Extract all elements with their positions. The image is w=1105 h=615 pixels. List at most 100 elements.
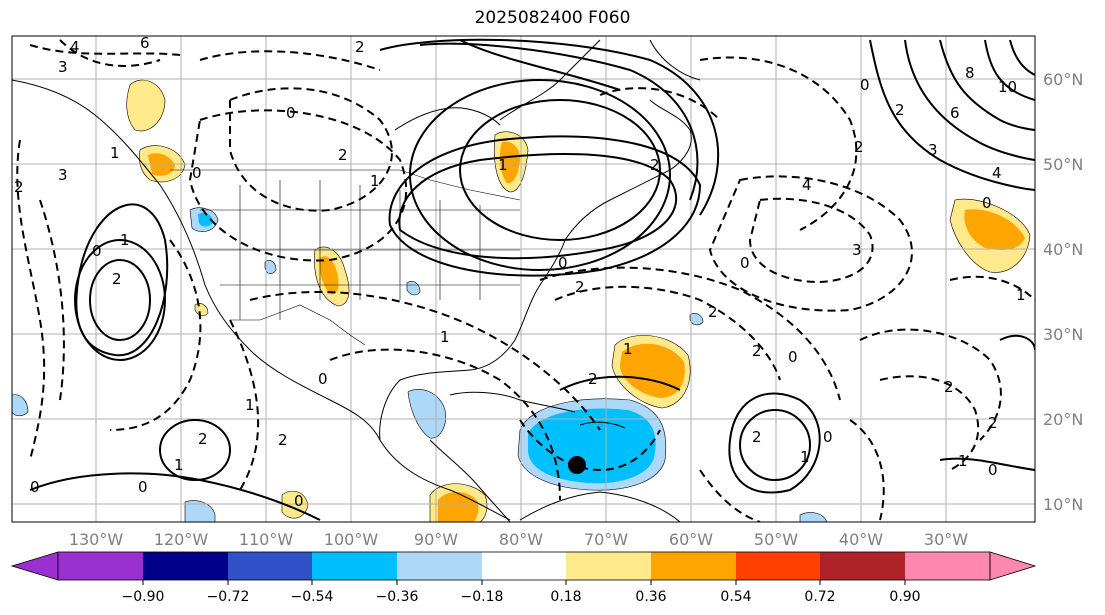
colorbar-tick-label: −0.90 [122, 589, 165, 605]
dashed-east-atlantic-3 [849, 419, 885, 521]
lat-label: 40°N [1043, 240, 1083, 259]
contour-label: 4 [992, 164, 1002, 182]
pacific-high-outer [75, 203, 169, 357]
contour-label: 0 [823, 428, 833, 446]
lat-label: 50°N [1043, 155, 1083, 174]
dashed-gulf [249, 291, 601, 431]
lat-label: 60°N [1043, 70, 1083, 89]
dashed-mid-atlantic-low-2 [748, 197, 874, 284]
dashed-labrador [599, 87, 721, 121]
colorbar-segment [905, 552, 990, 580]
lon-label: 60°W [669, 530, 713, 549]
contour-label: 1 [370, 172, 380, 190]
contour-label: 2 [112, 270, 122, 288]
northern-arc [419, 42, 699, 201]
ne-atlantic-2 [904, 39, 1035, 161]
dashed-west-pacific-2 [39, 199, 65, 401]
dashed-atlantic-2 [539, 266, 841, 401]
contour-label: 1 [800, 448, 810, 466]
colorbar: −0.90 −0.72 −0.54 −0.36 −0.18 0.18 0.36 … [10, 551, 1037, 605]
colorbar-segment [566, 552, 651, 580]
lon-label: 110°W [239, 530, 294, 549]
south-america-coast [519, 491, 681, 522]
atlantic-high-outer [728, 392, 821, 494]
lon-label: 120°W [154, 530, 209, 549]
labrador-coast [499, 39, 601, 121]
contour-label: 0 [294, 492, 304, 510]
dashed-far-east [949, 275, 1035, 301]
lon-label: 130°W [69, 530, 124, 549]
northern-arc-3 [459, 39, 621, 91]
colorbar-outline [57, 551, 991, 581]
northeast-high-contour-1 [459, 99, 661, 241]
contour-label: 0 [558, 254, 568, 272]
atlantic-high-inner [739, 409, 811, 481]
contour-label: 1 [174, 456, 184, 474]
contour-label: 2 [588, 370, 598, 388]
contour-label: 0 [982, 194, 992, 212]
contour-label: 8 [965, 64, 975, 82]
lat-label: 10°N [1043, 495, 1083, 514]
contour-label: 2 [752, 428, 762, 446]
dashed-atlantic [554, 285, 781, 381]
dashed-east-atlantic-2 [879, 375, 980, 471]
contour-label: 2 [650, 156, 660, 174]
contour-label: 3 [58, 58, 68, 76]
colorbar-segment [143, 552, 228, 580]
colorbar-tick-label: 0.72 [804, 589, 835, 605]
contour-label: 6 [950, 104, 960, 122]
great-basin-negative-core [198, 212, 213, 227]
dashed-south [699, 469, 761, 522]
colorbar-tick-label: −0.72 [207, 589, 250, 605]
dashed-mexico [229, 319, 260, 491]
ne-atlantic-4 [984, 39, 1035, 101]
contour-label: 3 [928, 141, 938, 159]
contour-label: 2 [338, 146, 348, 164]
hispaniola [579, 421, 626, 429]
colorbar-tick-label: 0.54 [720, 589, 751, 605]
lat-label: 30°N [1043, 325, 1083, 344]
colorbar-tick-label: −0.54 [291, 589, 334, 605]
dashed-canada-low-2 [188, 109, 408, 262]
hudson-coast [394, 107, 501, 131]
ne-atlantic-1 [869, 39, 1035, 191]
cuba [449, 391, 576, 413]
latitude-labels: 60°N 50°N 40°N 30°N 20°N 10°N [1043, 70, 1083, 514]
contour-labels: 4 6 3 2 0 2 1 3 2 0 2 1 0 1 2 0 2 1 2 0 … [14, 34, 1026, 510]
contour-label: 4 [802, 176, 812, 194]
colorbar-tick-label: −0.36 [376, 589, 419, 605]
colorbar-segment [228, 552, 312, 580]
contour-label: 0 [860, 76, 870, 94]
dashed-east-atlantic [859, 328, 1002, 441]
contour-label: 0 [92, 242, 102, 260]
alaska-positive [126, 79, 166, 132]
contour-label: 2 [355, 38, 365, 56]
contour-label: 1 [498, 156, 508, 174]
storm-center-dot [568, 456, 586, 474]
caribbean-line [559, 375, 681, 391]
pacific-south-negative [184, 500, 216, 522]
contour-label: 1 [958, 452, 968, 470]
contour-label: 3 [852, 241, 862, 259]
lon-label: 90°W [414, 530, 458, 549]
dashed-canada-low [229, 87, 393, 212]
contour-label: 2 [895, 101, 905, 119]
colorbar-segment [736, 552, 820, 580]
colorbar-tick-label: 0.36 [635, 589, 666, 605]
state-lines-h [200, 209, 520, 286]
map-frame [11, 35, 1036, 523]
pacific-coast [12, 79, 511, 521]
dashed-contours [16, 39, 1035, 522]
contour-label: 4 [70, 38, 80, 56]
contour-label: 2 [988, 414, 998, 432]
contour-label: 2 [708, 303, 718, 321]
northeast-high-contour-3 [398, 153, 677, 260]
lon-label: 50°W [754, 530, 798, 549]
borders [170, 169, 521, 346]
colorbar-over [989, 551, 1037, 581]
small-negative-3 [689, 313, 704, 326]
colorbar-segment [312, 552, 397, 580]
solid-contours [29, 38, 1035, 521]
contour-label: 2 [14, 178, 24, 196]
colorbar-segment [397, 552, 482, 580]
